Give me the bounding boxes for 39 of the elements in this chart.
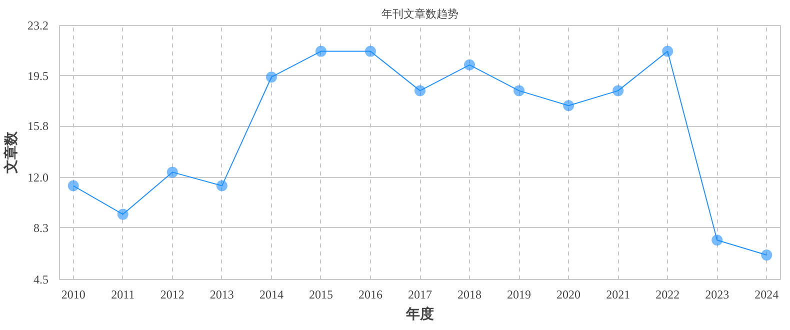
point: [68, 180, 79, 192]
x-tick-label: 2023: [705, 288, 730, 302]
point: [612, 85, 624, 96]
y-tick-label: 19.5: [28, 68, 48, 83]
x-tick-label: 2014: [259, 288, 284, 302]
x-tick-label: 2011: [111, 288, 135, 302]
y-tick-label: 12.0: [28, 170, 48, 185]
x-tick-label: 2021: [606, 288, 630, 302]
x-tick-label: 2024: [754, 288, 779, 302]
point: [464, 59, 476, 70]
x-tick-label: 2018: [458, 288, 482, 302]
x-axis-title: 年度: [405, 306, 434, 322]
point: [216, 180, 228, 192]
x-tick-label: 2022: [656, 288, 680, 302]
x-tick-label: 2013: [210, 288, 234, 302]
x-tick-label: 2010: [61, 288, 86, 302]
x-tick-label: 2012: [160, 288, 184, 302]
point: [662, 46, 674, 57]
point: [712, 234, 723, 246]
point: [364, 46, 376, 57]
point: [315, 46, 326, 57]
y-tick-label: 23.2: [28, 18, 48, 32]
x-tick-label: 2015: [308, 288, 333, 302]
point: [414, 85, 426, 96]
x-tick-label: 2020: [556, 288, 581, 302]
point: [166, 166, 178, 178]
point: [563, 100, 574, 112]
x-tick-label: 2016: [358, 288, 382, 302]
point: [761, 250, 772, 261]
point: [266, 72, 277, 83]
y-tick-label: 4.5: [34, 272, 48, 286]
chart-title: 年刊文章数趋势: [382, 8, 458, 20]
x-tick-label: 2017: [408, 288, 432, 302]
y-tick-label: 8.3: [34, 220, 48, 235]
y-tick-label: 15.8: [28, 119, 48, 134]
y-axis-title: 文章数: [2, 130, 20, 174]
point: [514, 85, 525, 96]
x-tick-label: 2019: [507, 288, 532, 302]
point: [117, 208, 128, 220]
